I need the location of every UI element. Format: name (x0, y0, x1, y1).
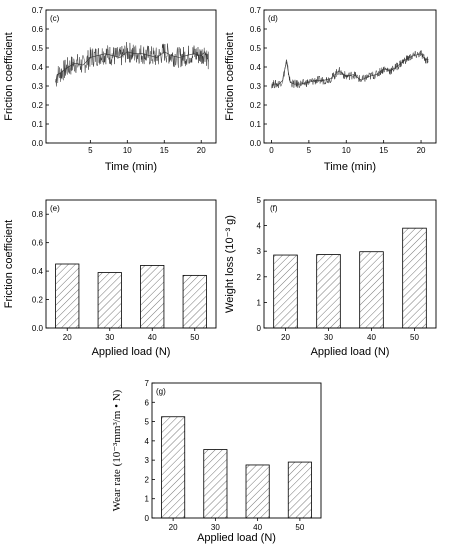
y-tick-label: 6 (145, 398, 150, 407)
x-tick-label: 15 (379, 146, 388, 155)
panel-label: (g) (156, 387, 166, 396)
y-tick-label: 4 (145, 437, 150, 446)
y-tick-label: 0.0 (32, 139, 44, 148)
y-tick-label: 0 (145, 514, 150, 523)
y-tick-label: 2 (257, 273, 262, 282)
y-axis-label: Friction coefficient (224, 32, 236, 120)
bar-30 (203, 449, 228, 519)
y-tick-label: 0.1 (32, 120, 44, 129)
x-tick-label: 10 (342, 146, 351, 155)
plot-frame (45, 199, 217, 329)
y-tick-label: 1 (257, 298, 262, 307)
x-tick-label: 30 (211, 523, 220, 532)
panel-label: (f) (270, 204, 278, 213)
x-tick-label: 20 (417, 146, 426, 155)
y-tick-label: 7 (145, 379, 150, 388)
x-tick-label: 50 (410, 333, 419, 342)
plot-frame (151, 382, 322, 519)
plot-frame (45, 9, 217, 144)
bar-50 (402, 227, 427, 329)
y-tick-label: 0.4 (250, 63, 262, 72)
x-tick-label: 20 (169, 523, 178, 532)
y-tick-label: 2 (145, 475, 150, 484)
y-tick-label: 0.4 (32, 63, 44, 72)
y-axis-label: Weight loss (10⁻³ g) (224, 215, 236, 313)
chart-panel-e: 0.0 0.2 0.4 0.6 0.8 (e) Applied load (N) Fricti… (3, 199, 217, 358)
x-tick-label: 40 (148, 333, 157, 342)
bar-20 (55, 263, 80, 329)
bar-30 (316, 254, 341, 329)
y-tick-label: 0.4 (32, 267, 44, 276)
plot-frame (263, 199, 437, 329)
panel-label: (d) (268, 14, 278, 23)
y-tick-label: 0.7 (32, 6, 44, 15)
x-tick-label: 0 (269, 146, 274, 155)
x-tick-label: 5 (307, 146, 312, 155)
y-tick-label: 3 (257, 247, 262, 256)
y-tick-label: 0.6 (32, 239, 44, 248)
x-tick-label: 40 (253, 523, 262, 532)
x-tick-label: 20 (197, 146, 206, 155)
y-tick-label: 3 (145, 456, 150, 465)
y-tick-label: 4 (257, 222, 262, 231)
x-axis-label: Applied load (N) (311, 346, 390, 358)
series-noise-line (271, 49, 429, 89)
bar-30 (97, 272, 122, 329)
x-tick-label: 10 (123, 146, 132, 155)
x-tick-label: 20 (63, 333, 72, 342)
plot-frame (263, 9, 437, 144)
x-axis-label: Time (min) (324, 161, 376, 173)
y-tick-label: 5 (257, 196, 262, 205)
chart-panel-g: 0 1 2 3 4 5 6 7 (g) Applied load (N) Wear rate (10… (111, 379, 322, 544)
x-tick-label: 50 (295, 523, 304, 532)
chart-panel-c: 0.0 0.1 0.2 0.3 0.4 0.5 0.6 0.7 (c) Time (min) Fri… (3, 6, 217, 173)
panel-label: (e) (50, 204, 60, 213)
y-tick-label: 0.2 (32, 101, 44, 110)
x-tick-label: 20 (281, 333, 290, 342)
chart-panel-f: 0 1 2 3 4 5 (f) Applied load (N) Weight loss (10… (224, 196, 437, 358)
x-axis-label: Time (min) (105, 161, 157, 173)
x-tick-label: 30 (105, 333, 114, 342)
y-tick-label: 0.5 (32, 44, 44, 53)
y-axis-label: Wear rate (10⁻³mm³/m • N) (111, 389, 123, 511)
bar-40 (245, 464, 270, 519)
y-axis-label: Friction coefficient (3, 220, 15, 308)
bar-50 (287, 461, 312, 519)
y-tick-label: 0.2 (32, 296, 44, 305)
x-tick-label: 15 (160, 146, 169, 155)
y-tick-label: 0.5 (250, 44, 262, 53)
y-tick-label: 0.3 (250, 82, 262, 91)
y-tick-label: 1 (145, 495, 150, 504)
y-tick-label: 0.0 (32, 324, 44, 333)
y-tick-label: 5 (145, 418, 150, 427)
y-tick-label: 0.6 (250, 25, 262, 34)
bar-20 (161, 416, 186, 519)
chart-panel-d: 0.0 0.1 0.2 0.3 0.4 0.5 0.6 0.7 (d) Time (min) Fri… (224, 6, 437, 173)
bar-50 (182, 274, 207, 329)
y-tick-label: 0 (257, 324, 262, 333)
bar-40 (359, 251, 384, 329)
x-axis-label: Applied load (N) (197, 532, 276, 544)
y-tick-label: 0.7 (250, 6, 262, 15)
x-tick-label: 30 (324, 333, 333, 342)
x-tick-label: 50 (190, 333, 199, 342)
x-tick-label: 5 (88, 146, 93, 155)
y-tick-label: 0.1 (250, 120, 262, 129)
y-tick-label: 0.0 (250, 139, 262, 148)
y-tick-label: 0.6 (32, 25, 44, 34)
y-tick-label: 0.8 (32, 210, 44, 219)
panel-label: (c) (50, 14, 60, 23)
bar-40 (140, 265, 165, 329)
y-tick-label: 0.2 (250, 101, 262, 110)
x-axis-label: Applied load (N) (92, 346, 171, 358)
bar-20 (273, 254, 298, 329)
x-tick-label: 40 (367, 333, 376, 342)
y-tick-label: 0.3 (32, 82, 44, 91)
y-axis-label: Friction coefficient (3, 32, 15, 120)
series-noise-line (55, 42, 209, 87)
